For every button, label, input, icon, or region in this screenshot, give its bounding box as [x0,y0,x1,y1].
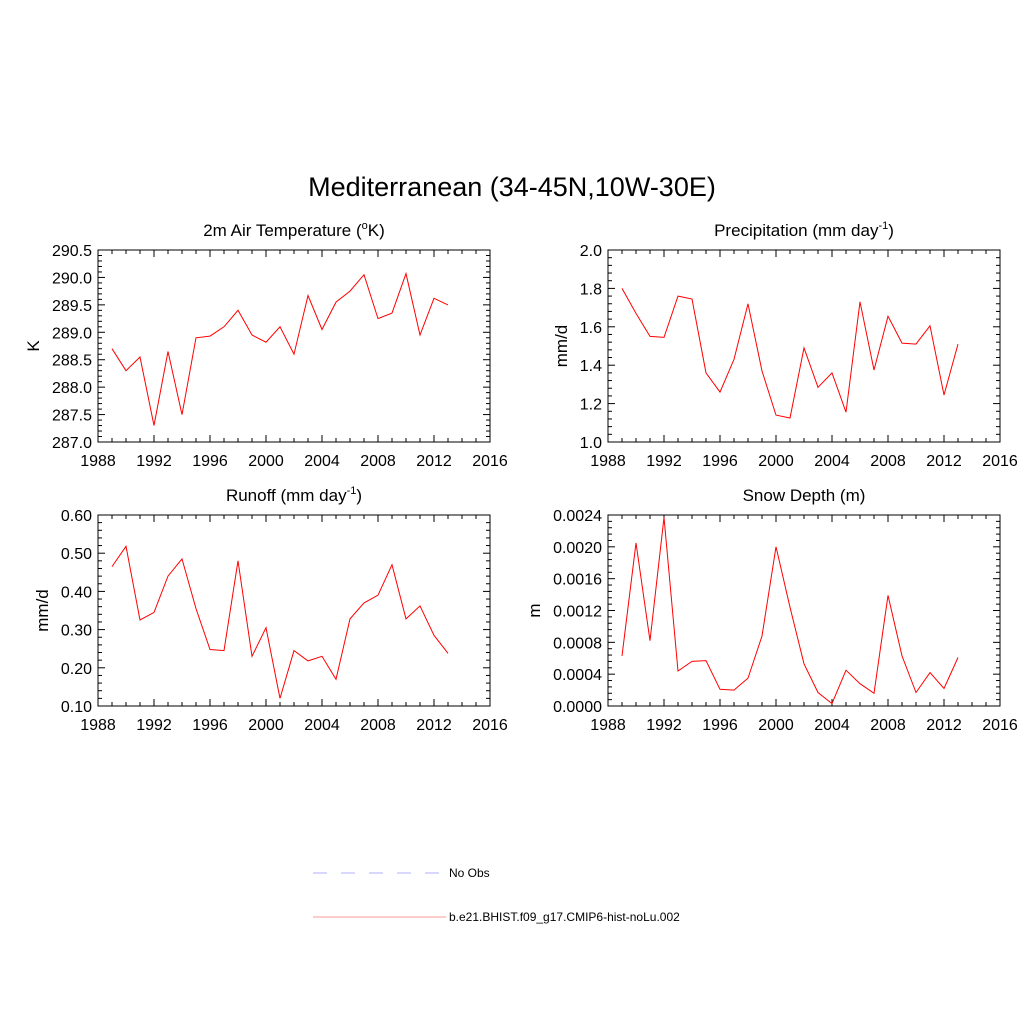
y-tick-label: 0.0012 [553,604,602,621]
x-tick-label: 1988 [590,717,626,734]
x-tick-label: 2016 [982,717,1018,734]
series-line [111,271,449,426]
x-tick-label: 2012 [926,717,962,734]
x-tick-label: 1992 [136,453,172,470]
y-tick-label: 0.0020 [553,540,602,557]
y-tick-label: 289.5 [52,298,92,315]
x-tick-label: 1996 [192,717,228,734]
x-tick-label: 2004 [814,453,850,470]
series-line [111,545,449,699]
x-tick-label: 2012 [416,453,452,470]
x-tick-label: 2012 [926,453,962,470]
figure-title: Mediterranean (34-45N,10W-30E) [308,172,716,202]
series-line [621,517,959,705]
y-tick-label: 288.0 [52,380,92,397]
chart-panels: 1988 1992 1996 2000 2004 2008 2012 2016 287.0 287… [24,220,1018,734]
y-tick-label: 0.20 [61,661,92,678]
x-tick-label: 2008 [870,453,906,470]
x-tick-label: 2004 [304,717,340,734]
panel-title: 2m Air Temperature (oK) [203,220,385,240]
x-tick-label: 2012 [416,717,452,734]
y-tick-label: 0.0024 [553,508,602,525]
x-tick-label: 2000 [248,453,284,470]
x-tick-label: 1992 [646,453,682,470]
panel-title: Runoff (mm day-1) [226,485,362,505]
y-tick-label: 289.0 [52,325,92,342]
legend-label: b.e21.BHIST.f09_g17.CMIP6-hist-noLu.002 [449,910,680,924]
x-tick-label: 2016 [472,453,508,470]
chart-panel-2: 1988 1992 1996 2000 2004 2008 2012 2016 1.0 1.2 1.… [552,220,1018,470]
x-tick-label: 1996 [702,717,738,734]
x-tick-label: 2004 [814,717,850,734]
x-tick-label: 1992 [646,717,682,734]
chart-panel-1: 1988 1992 1996 2000 2004 2008 2012 2016 287.0 287… [24,220,508,470]
legend: No Obs b.e21.BHIST.f09_g17.CMIP6-hist-noL… [313,866,680,924]
y-tick-label: 0.30 [61,623,92,640]
y-tick-label: 0.40 [61,584,92,601]
y-axis-label: K [24,340,43,352]
y-tick-label: 2.0 [580,243,602,260]
x-tick-label: 2016 [982,453,1018,470]
y-tick-label: 290.0 [52,270,92,287]
y-tick-label: 287.5 [52,408,92,425]
plot-frame [97,514,491,707]
y-tick-label: 0.0004 [553,667,602,684]
y-tick-label: 1.2 [580,397,602,414]
x-tick-label: 2004 [304,453,340,470]
x-tick-label: 1988 [590,453,626,470]
x-tick-label: 1996 [702,453,738,470]
y-tick-label: 0.0016 [553,572,602,589]
y-tick-label: 0.0008 [553,635,602,652]
y-tick-label: 1.0 [580,435,602,452]
y-tick-label: 290.5 [52,243,92,260]
x-tick-label: 2008 [870,717,906,734]
y-tick-label: 0.50 [61,546,92,563]
chart-panel-3: 1988 1992 1996 2000 2004 2008 2012 2016 0.10 0.20… [33,485,508,734]
y-tick-label: 1.4 [580,358,602,375]
x-tick-label: 1988 [80,453,116,470]
x-tick-label: 2000 [758,717,794,734]
y-tick-label: 287.0 [52,435,92,452]
y-axis-label: m [525,603,544,617]
x-tick-label: 2000 [758,453,794,470]
x-tick-label: 1996 [192,453,228,470]
x-tick-label: 1992 [136,717,172,734]
x-tick-label: 2008 [360,453,396,470]
x-tick-label: 2008 [360,717,396,734]
plot-frame [607,249,1001,443]
panel-title: Snow Depth (m) [743,486,866,505]
y-tick-label: 288.5 [52,353,92,370]
y-tick-label: 1.8 [580,281,602,298]
legend-label: No Obs [449,866,490,880]
x-tick-label: 2000 [248,717,284,734]
series-line [621,288,959,419]
y-tick-label: 0.0000 [553,699,602,716]
chart-panel-4: 1988 1992 1996 2000 2004 2008 2012 2016 0.0000 0.… [525,486,1018,734]
panel-title: Precipitation (mm day-1) [714,220,894,240]
y-tick-label: 0.60 [61,508,92,525]
y-tick-label: 0.10 [61,699,92,716]
y-tick-label: 1.6 [580,320,602,337]
x-tick-label: 2016 [472,717,508,734]
y-axis-label: mm/d [552,325,571,368]
x-tick-label: 1988 [80,717,116,734]
y-axis-label: mm/d [33,589,52,632]
